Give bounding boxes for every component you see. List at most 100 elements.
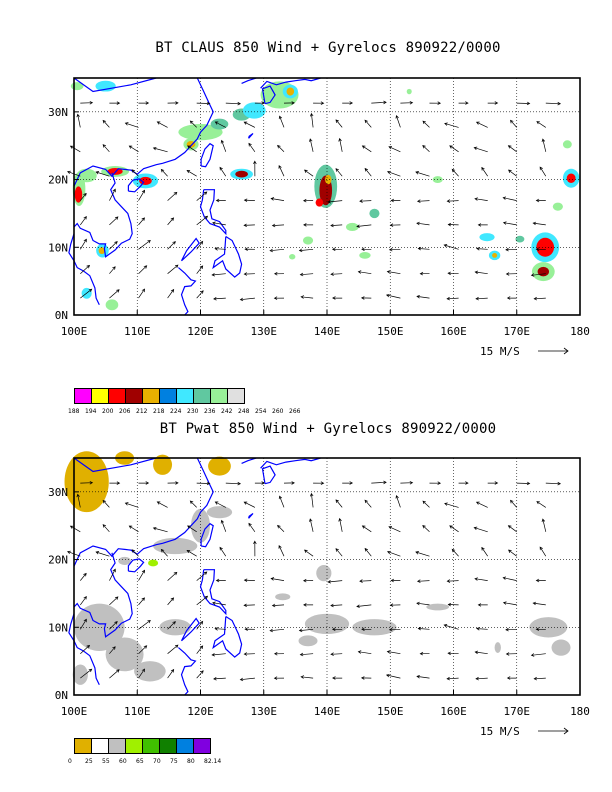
colorbar-swatch — [108, 388, 126, 404]
field-patch — [316, 564, 332, 582]
wind-vector — [253, 540, 257, 557]
wind-vector — [530, 273, 546, 277]
wind-vector — [313, 101, 325, 105]
wind-vector — [481, 166, 488, 177]
wind-vector — [364, 547, 372, 557]
wind-vector — [536, 501, 546, 508]
y-tick-label: 10N — [48, 621, 68, 634]
wind-vector — [506, 296, 517, 300]
colorbar-label: 242 — [221, 408, 233, 415]
wind-vector — [395, 115, 401, 128]
wind-vector — [277, 524, 285, 533]
field-patch — [426, 603, 450, 611]
wind-vector — [458, 481, 469, 485]
field-patch — [345, 222, 359, 232]
field-patch — [286, 87, 295, 96]
wind-vector — [271, 603, 285, 608]
wind-vector — [152, 526, 168, 533]
wind-vector — [189, 500, 197, 508]
x-tick-label: 130E — [251, 705, 278, 718]
wind-vector — [80, 644, 91, 654]
wind-vector — [487, 101, 499, 105]
wind-vector — [361, 627, 372, 632]
wind-vector — [212, 221, 226, 226]
wind-vector — [444, 502, 459, 508]
wind-vector — [138, 645, 148, 654]
colorbar-swatch — [108, 738, 126, 754]
wind-vector — [239, 297, 255, 302]
wind-vector — [187, 525, 197, 533]
wind-vector — [475, 247, 488, 251]
wind-vector — [371, 100, 387, 105]
field-patch — [235, 170, 248, 178]
colorbar-label: 248 — [238, 408, 250, 415]
wind-vector — [109, 216, 119, 226]
wind-vector — [189, 120, 197, 128]
field-patch — [551, 639, 571, 656]
colorbar-label: 0 — [68, 758, 72, 765]
wind-vector — [196, 670, 204, 679]
wind-vector — [167, 288, 175, 299]
wind-vector — [419, 271, 430, 276]
colorbar-label: 224 — [170, 408, 182, 415]
wind-vector — [196, 595, 209, 606]
wind-vector — [429, 101, 442, 105]
wind-vector — [446, 579, 459, 583]
x-tick-label: 160E — [440, 705, 467, 718]
field-patch — [98, 247, 105, 255]
coastline — [261, 85, 276, 105]
wind-vector — [243, 272, 255, 276]
wind-vector — [109, 240, 118, 250]
coastline — [241, 77, 257, 84]
wind-vector — [508, 169, 517, 177]
coastline — [199, 189, 227, 236]
wind-vector — [385, 673, 401, 679]
wind-vector — [330, 272, 343, 276]
wind-vector — [473, 146, 488, 153]
wind-vector — [80, 596, 87, 606]
x-tick-label: 110E — [124, 325, 151, 338]
wind-vector — [446, 676, 459, 681]
wind-vector — [109, 669, 120, 679]
coastline — [180, 237, 200, 262]
wind-vector — [273, 676, 285, 680]
wind-vector — [505, 652, 517, 656]
wind-vector — [138, 189, 145, 201]
wind-vector — [186, 550, 197, 557]
wind-vector — [415, 551, 430, 557]
wind-vector — [187, 145, 197, 153]
wind-vector — [80, 216, 87, 226]
field-patch — [74, 603, 125, 651]
wind-vector — [278, 165, 285, 177]
vector-scale-arrow — [538, 727, 569, 735]
wind-vector — [299, 652, 314, 657]
wind-vector — [167, 621, 176, 630]
colorbar-label: 55 — [102, 758, 110, 765]
panel-1-colorbar — [74, 388, 245, 404]
wind-vector — [475, 676, 488, 681]
colorbar-label: 206 — [119, 408, 131, 415]
wind-vector — [167, 644, 179, 654]
wind-vector — [109, 620, 118, 630]
wind-vector — [109, 188, 116, 201]
wind-vector — [385, 293, 401, 299]
coastline — [73, 457, 157, 473]
wind-vector — [415, 171, 430, 177]
wind-vector — [475, 121, 488, 128]
wind-vector — [167, 191, 178, 201]
wind-vector — [530, 653, 546, 657]
wind-vector — [243, 603, 255, 608]
wind-vector — [419, 651, 430, 656]
wind-vector — [474, 577, 488, 581]
wind-vector — [213, 677, 226, 681]
wind-vector — [167, 101, 179, 105]
wind-vector — [167, 264, 179, 274]
wind-vector — [330, 652, 343, 656]
wind-vector — [243, 223, 255, 228]
colorbar-swatch — [125, 388, 143, 404]
wind-vector — [510, 499, 517, 508]
field-patch — [242, 102, 266, 119]
colorbar-label: 188 — [68, 408, 80, 415]
x-tick-label: 170E — [504, 705, 531, 718]
wind-vector — [360, 296, 372, 300]
